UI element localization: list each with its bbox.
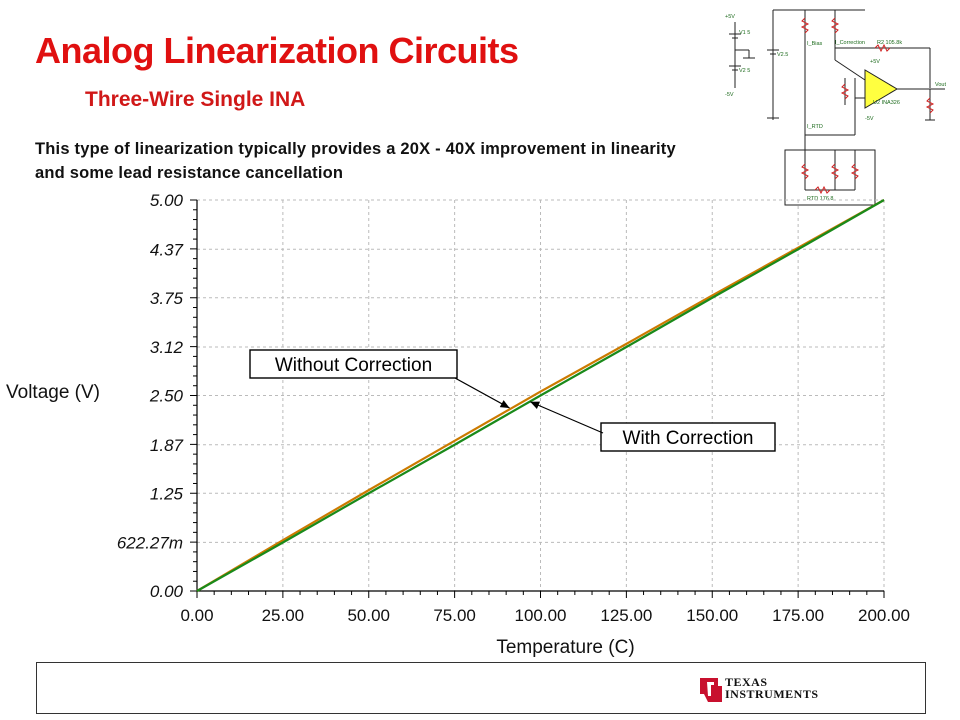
annotation-arrow: [529, 401, 604, 434]
y-tick-label: 5.00: [150, 191, 184, 210]
annotation-label: With Correction: [623, 428, 754, 449]
ti-logo-icon: [700, 678, 722, 702]
x-tick-label: 75.00: [433, 606, 476, 625]
annotation-box: [600, 422, 776, 452]
annotation-label: Without Correction: [275, 355, 432, 376]
slide-description: This type of linearization typically pro…: [35, 140, 676, 182]
y-axis-label: Voltage (V): [6, 382, 100, 403]
schematic-label: -5V: [725, 92, 734, 98]
x-tick-label: 175.00: [772, 606, 824, 625]
schematic-label: +5V: [725, 14, 735, 20]
x-tick-label: 100.00: [515, 606, 567, 625]
footer-bar: [36, 662, 926, 714]
x-tick-label: 125.00: [600, 606, 652, 625]
ti-logo-text: TEXAS INSTRUMENTS: [725, 676, 819, 700]
x-tick-label: 0.00: [180, 606, 213, 625]
y-tick-label: 1.25: [150, 484, 184, 503]
series-line: [196, 199, 885, 592]
chart-annotations: Without Correction With Correction: [249, 349, 776, 452]
annotation-arrow: [454, 377, 510, 409]
y-tick-label: 0.00: [150, 582, 184, 601]
schematic-label: RTD 176.8: [807, 196, 834, 202]
slide-title: Analog Linearization Circuits: [35, 30, 519, 71]
y-tick-label: 2.50: [149, 387, 184, 406]
annotation-arrowhead: [530, 401, 541, 409]
schematic-label: R2 105.8k: [877, 40, 902, 46]
schematic-label: V2.5: [777, 52, 788, 58]
schematic-label: I_RTD: [807, 124, 823, 130]
chart-axes: 0.00 25.00 50.00 75.00 100.00 125.00 150.00 175…: [117, 191, 910, 625]
series-line: [196, 199, 885, 592]
schematic-label: +5V: [870, 59, 880, 65]
y-tick-label: 1.87: [150, 436, 184, 455]
schematic-label: I_Bias: [807, 41, 823, 47]
y-tick-label: 3.12: [150, 338, 184, 357]
annotation-arrowhead: [499, 400, 510, 409]
schematic-label: U2 INA326: [873, 100, 900, 106]
schematic-label: V1 5: [739, 30, 750, 36]
x-axis-label: Temperature (C): [496, 637, 634, 658]
chart-series: [196, 199, 885, 592]
x-tick-label: 50.00: [347, 606, 390, 625]
slide-subtitle: Three-Wire Single INA: [85, 88, 306, 111]
annotation-box: [249, 349, 458, 379]
x-tick-label: 150.00: [686, 606, 738, 625]
circuit-schematic: +5V V1 5 V2 5 -5V V2.5 I_Bias I_Correcti…: [725, 9, 946, 206]
y-tick-label: 622.27m: [117, 533, 183, 552]
schematic-label: -5V: [865, 116, 874, 122]
y-tick-label: 4.37: [150, 240, 184, 259]
y-tick-label: 3.75: [150, 289, 184, 308]
ti-logo-line1: TEXAS: [725, 675, 768, 689]
schematic-label: Vout: [935, 82, 946, 88]
x-tick-label: 25.00: [262, 606, 305, 625]
x-tick-label: 200.00: [858, 606, 910, 625]
schematic-label: V2 5: [739, 68, 750, 74]
ti-logo-line2: INSTRUMENTS: [725, 687, 819, 701]
voltage-temperature-chart: 0.00 25.00 50.00 75.00 100.00 125.00 150.00 175…: [6, 191, 910, 658]
schematic-label: I_Correction: [835, 40, 865, 46]
